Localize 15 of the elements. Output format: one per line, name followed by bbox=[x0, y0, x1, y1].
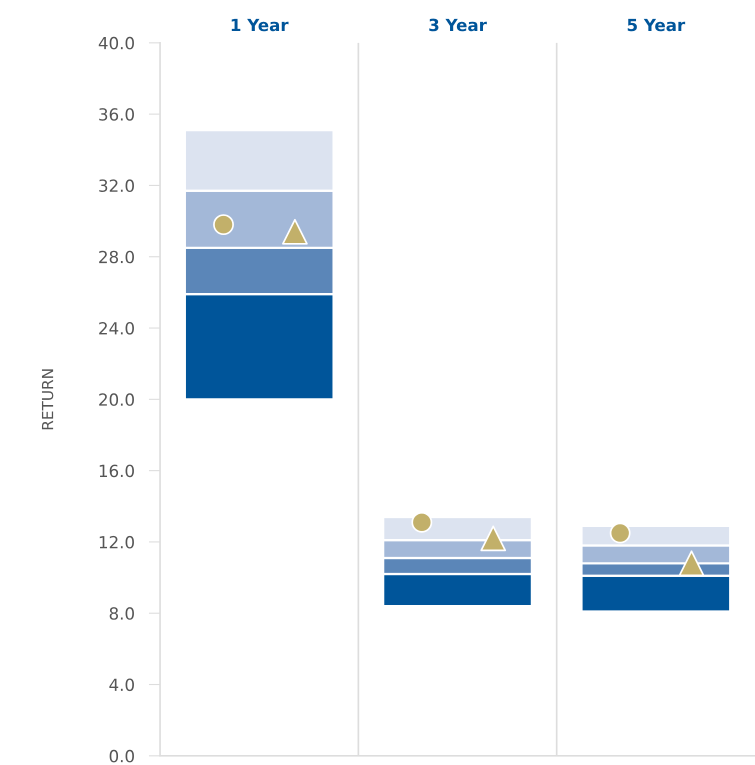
y-tick-label: 24.0 bbox=[99, 322, 134, 335]
y-tick-label: 40.0 bbox=[98, 36, 134, 50]
y-tick-label: 32.0 bbox=[99, 179, 134, 192]
y-axis-title: RETURN bbox=[42, 369, 54, 430]
y-tick-label: 28.0 bbox=[99, 250, 134, 264]
y-tick-label: 4.0 bbox=[109, 678, 134, 692]
x-tick-label: 5 Year bbox=[628, 18, 686, 32]
x-tick-label: 1 Year bbox=[232, 18, 289, 32]
y-tick-label: 36.0 bbox=[99, 108, 134, 121]
y-tick-label: 0.0 bbox=[110, 750, 134, 762]
y-tick-label: 16.0 bbox=[100, 464, 134, 478]
y-tick-label: 8.0 bbox=[110, 607, 134, 620]
y-tick-label: 12.0 bbox=[100, 536, 134, 548]
x-tick-label: 3 Year bbox=[429, 18, 487, 32]
y-tick-label: 20.0 bbox=[99, 393, 134, 406]
